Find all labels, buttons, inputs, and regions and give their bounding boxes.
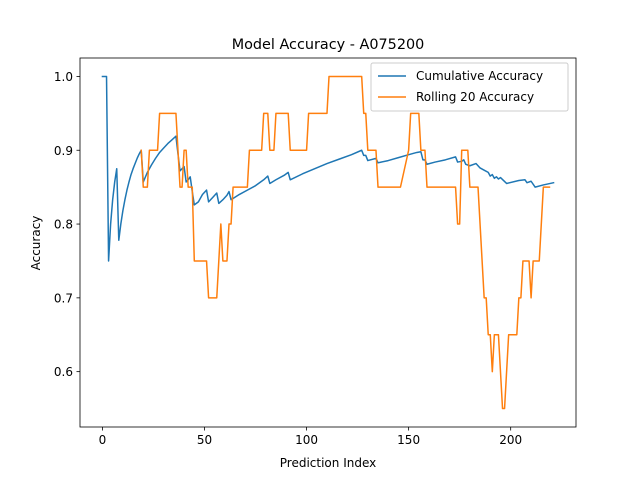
axis-ticks: 0 50 100 150 200 0.6 0.7 0.8 0.9 1.0 bbox=[54, 70, 522, 447]
x-tick-label: 50 bbox=[197, 433, 212, 447]
legend-label-rolling-20-accuracy: Rolling 20 Accuracy bbox=[416, 90, 534, 104]
series-line-cumulative-accuracy bbox=[101, 75, 555, 262]
axes-frame bbox=[79, 57, 577, 428]
x-tick-label: 0 bbox=[99, 433, 107, 447]
chart-title: Model Accuracy - A075200 bbox=[232, 37, 425, 53]
legend-label-cumulative-accuracy: Cumulative Accuracy bbox=[416, 69, 543, 83]
x-tick-label: 150 bbox=[397, 433, 420, 447]
legend-box bbox=[370, 62, 569, 112]
y-tick-label: 0.6 bbox=[54, 365, 73, 379]
x-axis-label: Prediction Index bbox=[280, 456, 376, 470]
x-tick-label: 200 bbox=[499, 433, 522, 447]
series-line-rolling-20-accuracy bbox=[140, 75, 551, 410]
y-tick-label: 0.7 bbox=[54, 291, 73, 305]
x-tick-label: 100 bbox=[295, 433, 318, 447]
y-tick-label: 0.8 bbox=[54, 218, 73, 232]
y-tick-label: 1.0 bbox=[54, 70, 73, 84]
legend: Cumulative Accuracy Rolling 20 Accuracy bbox=[370, 62, 569, 112]
y-tick-label: 0.9 bbox=[54, 144, 73, 158]
y-axis-label: Accuracy bbox=[29, 216, 43, 271]
plot-area bbox=[101, 75, 555, 410]
